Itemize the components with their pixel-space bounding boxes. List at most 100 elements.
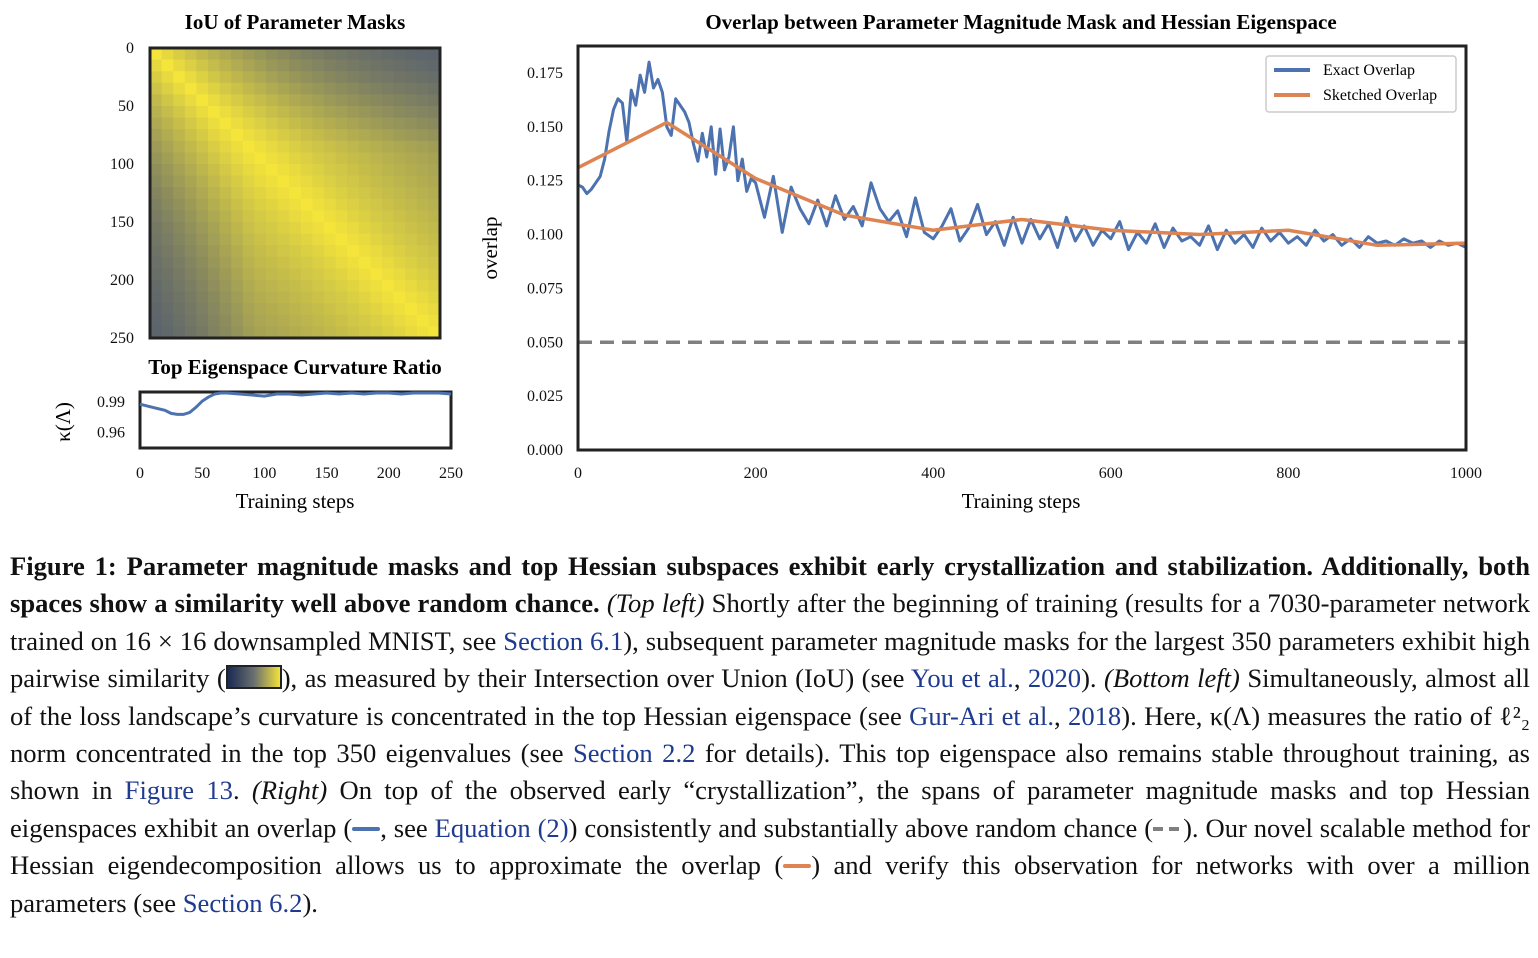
heatmap-cell	[277, 222, 290, 235]
heatmap-cell	[161, 210, 174, 223]
caption-text: Simultaneously, almost all of the loss l…	[10, 663, 1531, 731]
overlap-y-tick-label: 0.075	[527, 280, 563, 297]
heatmap-cell	[416, 59, 429, 72]
heatmap-cell	[393, 303, 406, 316]
heatmap-cell	[347, 245, 360, 258]
heatmap-cell	[173, 198, 186, 211]
heatmap-cell	[184, 129, 197, 142]
heatmap-cell	[219, 117, 232, 130]
caption-bottom-left-label: (Bottom left)	[1103, 663, 1240, 694]
heatmap-cell	[242, 82, 255, 95]
heatmap-cell	[231, 314, 244, 327]
heatmap-cell	[335, 59, 348, 72]
heatmap-cell	[428, 326, 441, 339]
heatmap-cell	[242, 94, 255, 107]
heatmap-cell	[370, 268, 383, 281]
heatmap-cell	[173, 233, 186, 246]
heatmap-cell	[428, 48, 441, 61]
heatmap-cell	[347, 117, 360, 130]
heatmap-cell	[324, 291, 337, 304]
overlap-term: overlap	[681, 850, 761, 881]
caption-right-label: (Right)	[251, 775, 328, 806]
heatmap-cell	[196, 175, 209, 188]
heatmap-cell	[277, 152, 290, 165]
heatmap-cell	[150, 303, 163, 316]
heatmap-cell	[324, 129, 337, 142]
heatmap-cell	[231, 187, 244, 200]
heatmap-cell	[231, 245, 244, 258]
heatmap-cell	[289, 129, 302, 142]
heatmap-cell	[393, 280, 406, 293]
heatmap-cell	[347, 280, 360, 293]
heatmap-cell	[370, 222, 383, 235]
heatmap-cell	[277, 175, 290, 188]
heatmap-cell	[347, 233, 360, 246]
heatmap-cell	[405, 117, 418, 130]
overlap-y-tick-label: 0.025	[527, 388, 563, 405]
heatmap-cell	[405, 82, 418, 95]
heatmap-cell	[405, 187, 418, 200]
heatmap-cell	[405, 59, 418, 72]
heatmap-cell	[289, 291, 302, 304]
link-figure-13[interactable]: Figure 13	[124, 775, 233, 806]
heatmap-cell	[242, 222, 255, 235]
heatmap-cell	[312, 303, 325, 316]
curvature-y-tick-label: 0.99	[97, 394, 125, 411]
heatmap-cell	[161, 59, 174, 72]
heatmap-cell	[393, 152, 406, 165]
heatmap-cell	[324, 140, 337, 153]
heatmap-cell	[219, 164, 232, 177]
heatmap-cell	[382, 94, 395, 107]
heatmap-cell	[254, 129, 267, 142]
heatmap-cell	[370, 48, 383, 61]
heatmap-cell	[254, 198, 267, 211]
heatmap-cell	[208, 71, 221, 84]
heatmap-cell	[312, 268, 325, 281]
link-gur-ari[interactable]: Gur-Ari et al.	[909, 700, 1055, 731]
link-you-et-al[interactable]: You et al.	[910, 663, 1014, 694]
link-section-6-2[interactable]: Section 6.2	[182, 887, 303, 918]
link-section-2-2[interactable]: Section 2.2	[572, 738, 696, 769]
heatmap-cell	[382, 198, 395, 211]
link-section-6-1[interactable]: Section 6.1	[503, 625, 624, 656]
heatmap-cell	[208, 48, 221, 61]
heatmap-cell	[300, 245, 313, 258]
heatmap-cell	[150, 256, 163, 269]
heatmap-cell	[231, 280, 244, 293]
overlap-x-tick-label: 1000	[1450, 465, 1482, 482]
heatmap-cell	[416, 291, 429, 304]
link-equation-2[interactable]: Equation (2)	[434, 812, 569, 843]
heatmap-cell	[428, 256, 441, 269]
heatmap-cell	[324, 106, 337, 119]
heatmap-cell	[150, 222, 163, 235]
heatmap-cell	[405, 94, 418, 107]
heatmap-cell	[324, 222, 337, 235]
link-you-2020[interactable]: 2020	[1027, 663, 1082, 694]
heatmap-cell	[208, 59, 221, 72]
heatmap-cell	[161, 280, 174, 293]
heatmap-cell	[277, 256, 290, 269]
heatmap-cell	[324, 303, 337, 316]
curvature-frame	[138, 390, 453, 450]
heatmap-cell	[277, 48, 290, 61]
heatmap-cell	[382, 71, 395, 84]
heatmap-cell	[405, 210, 418, 223]
heatmap-cell	[150, 140, 163, 153]
heatmap-cell	[300, 303, 313, 316]
heatmap-cell	[347, 268, 360, 281]
heatmap-cell	[173, 210, 186, 223]
heatmap-cell	[196, 303, 209, 316]
heatmap-cell	[416, 94, 429, 107]
caption-text: for details). This top eigenspace also r…	[10, 738, 1530, 806]
heatmap-cell	[393, 71, 406, 84]
heatmap-cell	[416, 164, 429, 177]
heatmap-cell	[184, 245, 197, 258]
heatmap-cell	[405, 314, 418, 327]
caption-text: (	[760, 850, 784, 881]
heatmap-cell	[196, 117, 209, 130]
link-gur-ari-2018[interactable]: 2018	[1068, 700, 1122, 731]
heatmap-cell	[277, 314, 290, 327]
heatmap-cell	[347, 210, 360, 223]
curvature-x-tick-label: 0	[136, 465, 144, 482]
heatmap-cell	[289, 164, 302, 177]
